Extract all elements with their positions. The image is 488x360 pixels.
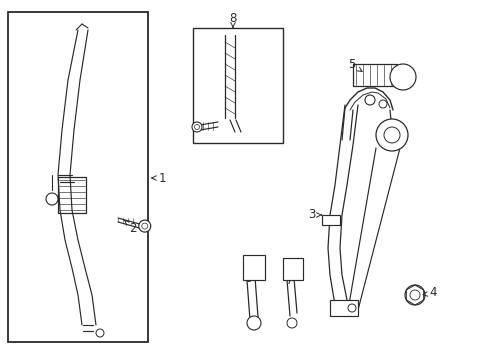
Bar <box>283 258 303 280</box>
Bar <box>329 300 357 316</box>
Circle shape <box>46 193 58 205</box>
Circle shape <box>404 285 424 305</box>
Bar <box>8 12 148 342</box>
Bar <box>321 215 339 225</box>
Text: 8: 8 <box>229 12 236 27</box>
Bar <box>193 28 283 143</box>
Circle shape <box>194 125 199 130</box>
Text: 2: 2 <box>124 220 137 234</box>
Circle shape <box>378 100 386 108</box>
Circle shape <box>409 290 419 300</box>
Circle shape <box>192 122 202 132</box>
Text: 6: 6 <box>244 269 251 284</box>
Text: 5: 5 <box>347 58 361 72</box>
Text: 1: 1 <box>152 171 165 184</box>
Circle shape <box>383 127 399 143</box>
Text: 3: 3 <box>307 208 321 221</box>
Circle shape <box>389 64 415 90</box>
Circle shape <box>364 95 374 105</box>
Bar <box>243 255 264 280</box>
Circle shape <box>139 220 150 232</box>
Circle shape <box>142 223 147 229</box>
Circle shape <box>286 318 296 328</box>
Circle shape <box>96 329 104 337</box>
Circle shape <box>347 304 355 312</box>
Circle shape <box>246 316 261 330</box>
Text: 4: 4 <box>422 287 436 300</box>
Circle shape <box>375 119 407 151</box>
Text: 7: 7 <box>285 271 293 287</box>
